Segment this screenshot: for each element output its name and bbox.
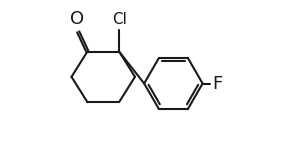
Text: Cl: Cl	[112, 12, 127, 27]
Text: F: F	[212, 74, 222, 93]
Text: O: O	[70, 10, 84, 28]
